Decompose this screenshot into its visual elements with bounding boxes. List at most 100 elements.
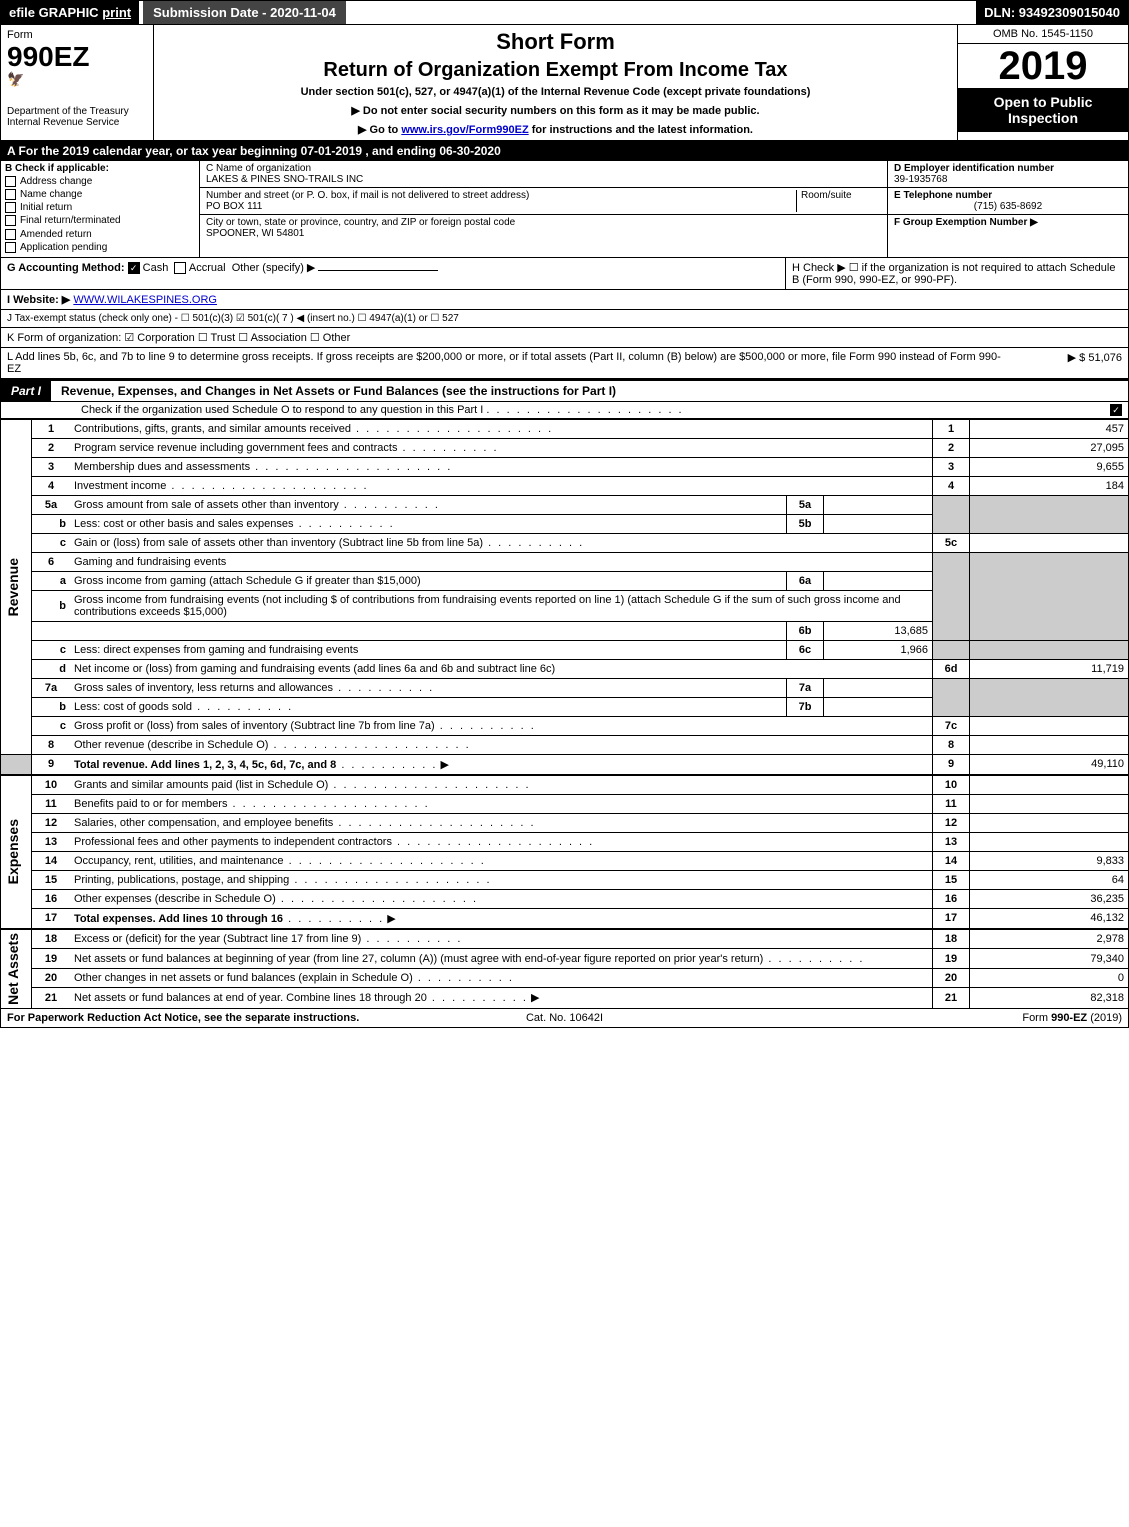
i-line: I Website: ▶ WWW.WILAKESPINES.ORG [1, 290, 1128, 310]
l-line: L Add lines 5b, 6c, and 7b to line 9 to … [1, 348, 1128, 379]
checkbox-icon[interactable] [5, 202, 16, 213]
form-container: efile GRAPHIC print Submission Date - 20… [0, 0, 1129, 1028]
checkbox-icon[interactable] [5, 229, 16, 240]
line-6c-a: 1,966 [824, 640, 933, 659]
d-label: D Employer identification number [894, 163, 1054, 174]
c-label: C Name of organization [206, 163, 881, 174]
line-7a-a [824, 678, 933, 697]
omb-number: OMB No. 1545-1150 [958, 25, 1128, 44]
under-section: Under section 501(c), 527, or 4947(a)(1)… [164, 86, 947, 98]
spacer [346, 1, 976, 24]
goto-suffix: for instructions and the latest informat… [532, 124, 753, 136]
line-15-val: 64 [970, 870, 1129, 889]
chk-application-pending: Application pending [5, 242, 195, 253]
inspection-1: Open to Public [962, 94, 1124, 110]
irs-eagle-icon: 🦅 [7, 71, 147, 88]
part1-sub: Check if the organization used Schedule … [1, 402, 1128, 419]
check-icon: ✓ [128, 262, 140, 274]
line-5c-val [970, 533, 1129, 552]
line-6b-a: 13,685 [824, 621, 933, 640]
tax-year: 2019 [958, 44, 1128, 88]
irs-link[interactable]: www.irs.gov/Form990EZ [401, 124, 528, 136]
street-block: Number and street (or P. O. box, if mail… [206, 190, 796, 212]
l-text: L Add lines 5b, 6c, and 7b to line 9 to … [7, 351, 1002, 375]
line-6a-a [824, 571, 933, 590]
d-value: 39-1935768 [894, 174, 1122, 185]
line-19-val: 79,340 [970, 949, 1129, 968]
print-link[interactable]: print [102, 5, 131, 20]
line-17-val: 46,132 [970, 908, 1129, 929]
line-no: 1 [32, 419, 71, 438]
line-3-val: 9,655 [970, 457, 1129, 476]
other-specify-input[interactable] [318, 270, 438, 271]
header-right: OMB No. 1545-1150 2019 Open to Public In… [957, 25, 1128, 140]
footer-left: For Paperwork Reduction Act Notice, see … [7, 1012, 379, 1024]
part1-table: Revenue 1 Contributions, gifts, grants, … [1, 419, 1128, 1008]
part1-header: Part I Revenue, Expenses, and Changes in… [1, 379, 1128, 402]
chk-initial-return: Initial return [5, 202, 195, 213]
checkbox-icon[interactable] [174, 262, 186, 274]
line-7b-a [824, 697, 933, 716]
part1-label: Part I [1, 381, 51, 401]
header-center: Short Form Return of Organization Exempt… [154, 25, 957, 140]
section-def: D Employer identification number 39-1935… [887, 161, 1128, 257]
city-value: SPOONER, WI 54801 [206, 228, 881, 239]
inspection-box: Open to Public Inspection [958, 88, 1128, 132]
checkbox-icon[interactable] [5, 242, 16, 253]
g-line: G Accounting Method: ✓ Cash Accrual Othe… [1, 258, 785, 289]
line-20-val: 0 [970, 968, 1129, 987]
f-cell: F Group Exemption Number ▶ [888, 215, 1128, 230]
c-value: LAKES & PINES SNO-TRAILS INC [206, 174, 881, 185]
header-left: Form 990EZ 🦅 Department of the Treasury … [1, 25, 154, 140]
expenses-side-label: Expenses [1, 775, 32, 929]
e-cell: E Telephone number (715) 635-8692 [888, 188, 1128, 215]
line-5b-a [824, 514, 933, 533]
footer-right: Form 990-EZ (2019) [750, 1012, 1122, 1024]
h-line: H Check ▶ ☐ if the organization is not r… [785, 258, 1128, 289]
line-21-val: 82,318 [970, 988, 1129, 1008]
line-14-val: 9,833 [970, 851, 1129, 870]
line-12-val [970, 813, 1129, 832]
street-value: PO BOX 111 [206, 201, 796, 212]
line-18-val: 2,978 [970, 929, 1129, 949]
line-8-val [970, 735, 1129, 754]
checkbox-icon[interactable] [5, 215, 16, 226]
checkbox-icon[interactable] [5, 189, 16, 200]
form-label: Form [7, 29, 147, 41]
chk-amended: Amended return [5, 229, 195, 240]
line-9-val: 49,110 [970, 754, 1129, 775]
website-link[interactable]: WWW.WILAKESPINES.ORG [73, 294, 217, 306]
netassets-side-label: Net Assets [1, 929, 32, 1008]
check-icon: ✓ [1110, 404, 1122, 416]
j-line: J Tax-exempt status (check only one) - ☐… [1, 310, 1128, 328]
f-label: F Group Exemption Number ▶ [894, 217, 1038, 228]
submission-date: Submission Date - 2020-11-04 [143, 1, 346, 24]
section-b: B Check if applicable: Address change Na… [1, 161, 200, 257]
e-value: (715) 635-8692 [894, 201, 1122, 212]
line-16-val: 36,235 [970, 889, 1129, 908]
line-4-val: 184 [970, 476, 1129, 495]
line-13-val [970, 832, 1129, 851]
line-1-val: 457 [970, 419, 1129, 438]
e-label: E Telephone number [894, 190, 992, 201]
section-bcdef: B Check if applicable: Address change Na… [1, 161, 1128, 258]
efile-label: efile GRAPHIC print [1, 1, 139, 24]
line-11-val [970, 794, 1129, 813]
chk-final-return: Final return/terminated [5, 215, 195, 226]
footer-mid: Cat. No. 10642I [379, 1012, 751, 1024]
chk-name-change: Name change [5, 189, 195, 200]
gh-row: G Accounting Method: ✓ Cash Accrual Othe… [1, 258, 1128, 290]
chk-address-change: Address change [5, 176, 195, 187]
city-cell: City or town, state or province, country… [200, 215, 887, 241]
part1-title: Revenue, Expenses, and Changes in Net As… [51, 384, 1128, 398]
revenue-side-label: Revenue [1, 419, 32, 754]
l-amount: ▶ $ 51,076 [1002, 351, 1122, 375]
org-name-cell: C Name of organization LAKES & PINES SNO… [200, 161, 887, 188]
top-bar: efile GRAPHIC print Submission Date - 20… [1, 1, 1128, 25]
bullet-goto: ▶ Go to www.irs.gov/Form990EZ for instru… [164, 123, 947, 136]
return-title: Return of Organization Exempt From Incom… [164, 59, 947, 82]
inspection-2: Inspection [962, 110, 1124, 126]
form-number: 990EZ [7, 43, 147, 71]
checkbox-icon[interactable] [5, 176, 16, 187]
room-label: Room/suite [796, 190, 881, 212]
